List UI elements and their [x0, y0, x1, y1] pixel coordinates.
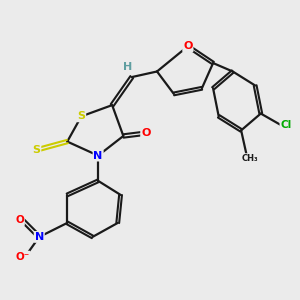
Text: Cl: Cl [280, 120, 292, 130]
Text: O: O [15, 215, 24, 225]
Text: CH₃: CH₃ [241, 154, 258, 163]
Text: S: S [77, 111, 85, 121]
Text: H: H [123, 62, 132, 72]
Text: N: N [34, 232, 44, 242]
Text: S: S [32, 145, 40, 155]
Text: O⁻: O⁻ [15, 252, 29, 262]
Text: O: O [141, 128, 151, 138]
Text: N: N [94, 151, 103, 160]
Text: O: O [183, 41, 193, 51]
